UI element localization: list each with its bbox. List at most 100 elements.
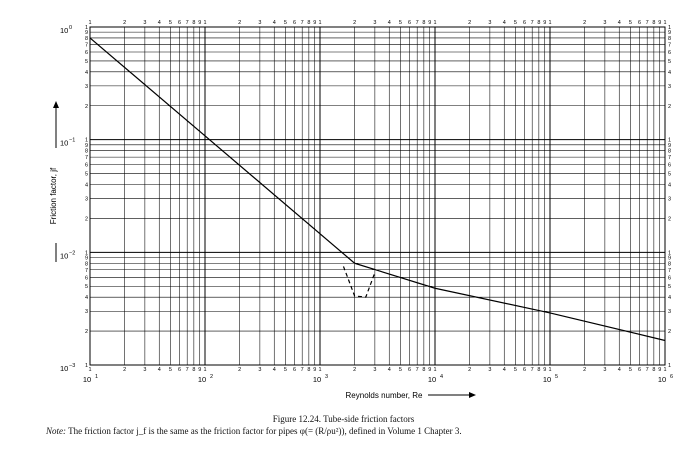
y-minor-tick-label-left: 2 [85,329,88,335]
y-minor-tick-label-left: 8 [85,149,88,155]
x-minor-tick-label-top: 3 [488,20,491,26]
x-minor-tick-label-bottom: 7 [531,367,534,373]
x-major-tick-label: 10 [83,375,91,384]
x-minor-tick-label-top: 6 [523,20,526,26]
x-minor-tick-label-top: 2 [468,20,471,26]
note-label: Note: [46,426,66,436]
x-minor-tick-label-bottom: 6 [523,367,526,373]
x-minor-tick-label-bottom: 5 [284,367,287,373]
x-minor-tick-label-top: 9 [428,20,431,26]
y-minor-tick-label-left: 5 [85,284,88,290]
x-major-tick-label: 10 [198,375,206,384]
y-minor-tick-label-left: 2 [85,216,88,222]
x-minor-tick-label-bottom: 6 [178,367,181,373]
y-minor-tick-label-right: 8 [668,261,671,267]
x-minor-tick-label-bottom: 9 [658,367,661,373]
y-minor-tick-label-right: 5 [668,284,671,290]
x-major-tick-label: 10 [543,375,551,384]
y-major-tick-exponent: −2 [69,250,75,256]
x-major-tick-label: 10 [313,375,321,384]
friction-factor-curve-1 [89,37,356,264]
y-minor-tick-label-left: 4 [85,70,88,76]
x-minor-tick-label-top: 5 [629,20,632,26]
plot-frame [89,26,666,366]
grid-lines [89,27,665,366]
y-minor-tick-label-right: 4 [668,295,671,301]
x-minor-tick-label-bottom: 1 [318,367,321,373]
x-minor-tick-label-top: 7 [416,20,419,26]
x-major-tick-exponent: 6 [670,374,673,380]
x-minor-tick-label-top: 7 [531,20,534,26]
y-minor-tick-label-right: 9 [668,143,671,149]
y-minor-tick-label-left: 2 [85,104,88,110]
y-minor-tick-label-right: 3 [668,309,671,315]
x-minor-tick-label-bottom: 4 [158,367,161,373]
x-minor-tick-label-bottom: 4 [273,367,276,373]
x-minor-tick-label-top: 6 [178,20,181,26]
x-minor-tick-label-bottom: 3 [373,367,376,373]
x-minor-tick-label-bottom: 8 [537,367,540,373]
y-minor-tick-label-right: 5 [668,172,671,178]
friction-factor-curve-2 [354,262,666,342]
y-major-tick-exponent: −1 [69,138,75,144]
x-minor-tick-label-top: 6 [293,20,296,26]
x-minor-tick-label-top: 1 [433,20,436,26]
x-minor-tick-label-top: 6 [408,20,411,26]
minor-tick-labels: 1122334455667788991122334455667788991122… [85,20,671,373]
y-minor-tick-label-right: 7 [668,155,671,161]
y-minor-tick-label-left: 5 [85,59,88,65]
x-axis-arrow-head [469,392,476,398]
y-minor-tick-label-right: 4 [668,70,671,76]
x-minor-tick-label-top: 2 [123,20,126,26]
x-axis-title: Reynolds number, Re [346,391,423,400]
x-minor-tick-label-top: 3 [258,20,261,26]
x-minor-tick-label-bottom: 9 [543,367,546,373]
x-minor-tick-label-top: 1 [203,20,206,26]
y-major-tick-label: 10 [60,251,68,260]
y-minor-tick-label-left: 7 [85,268,88,274]
y-minor-tick-label-left: 7 [85,155,88,161]
x-minor-tick-label-bottom: 9 [313,367,316,373]
y-minor-tick-label-left: 1 [85,363,88,369]
y-minor-tick-label-left: 3 [85,309,88,315]
y-major-tick-label: 10 [60,364,68,373]
y-minor-tick-label-left: 4 [85,295,88,301]
x-minor-tick-label-bottom: 8 [192,367,195,373]
x-minor-tick-label-bottom: 3 [603,367,606,373]
x-major-tick-label: 10 [428,375,436,384]
y-minor-tick-label-left: 9 [85,143,88,149]
y-axis-title: Friction factor, jf [49,167,58,224]
x-minor-tick-label-top: 5 [514,20,517,26]
x-major-tick-exponent: 1 [95,374,98,380]
x-minor-tick-label-bottom: 1 [433,367,436,373]
y-minor-tick-label-right: 1 [668,25,671,31]
y-major-tick-exponent: 0 [69,25,72,31]
x-minor-tick-label-bottom: 3 [258,367,261,373]
x-minor-tick-label-bottom: 3 [488,367,491,373]
y-minor-tick-label-left: 6 [85,275,88,281]
y-minor-tick-label-right: 7 [668,268,671,274]
x-minor-tick-label-top: 4 [388,20,391,26]
x-minor-tick-label-bottom: 8 [307,367,310,373]
x-minor-tick-label-bottom: 6 [408,367,411,373]
y-minor-tick-label-left: 9 [85,255,88,261]
y-minor-tick-label-right: 5 [668,59,671,65]
x-minor-tick-label-top: 3 [143,20,146,26]
y-minor-tick-label-left: 9 [85,30,88,36]
x-minor-tick-label-top: 4 [158,20,161,26]
x-minor-tick-label-bottom: 9 [428,367,431,373]
y-minor-tick-label-right: 6 [668,275,671,281]
x-minor-tick-label-top: 8 [307,20,310,26]
x-minor-tick-label-bottom: 4 [388,367,391,373]
y-minor-tick-label-right: 9 [668,255,671,261]
x-minor-tick-label-top: 4 [503,20,506,26]
x-minor-tick-label-top: 2 [238,20,241,26]
x-minor-tick-label-top: 1 [663,20,666,26]
x-minor-tick-label-top: 9 [198,20,201,26]
figure-caption: Figure 12.24. Tube-side friction factors [272,414,415,424]
x-minor-tick-label-bottom: 5 [514,367,517,373]
x-minor-tick-label-top: 7 [186,20,189,26]
x-minor-tick-label-top: 2 [353,20,356,26]
y-minor-tick-label-right: 8 [668,149,671,155]
